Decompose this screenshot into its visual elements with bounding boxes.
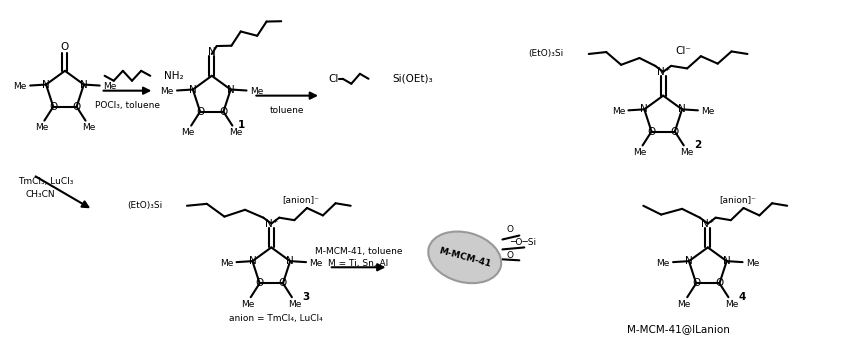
Text: O: O (507, 225, 514, 234)
Text: O: O (692, 278, 700, 288)
Text: Me: Me (103, 82, 116, 91)
Text: toluene: toluene (270, 106, 305, 115)
Text: O: O (671, 126, 679, 137)
Text: N⁺: N⁺ (656, 67, 670, 77)
Text: Me: Me (228, 128, 242, 137)
Text: Me: Me (612, 107, 625, 116)
Text: N: N (189, 85, 197, 94)
Text: M: M (22, 87, 23, 88)
Text: N: N (248, 256, 256, 266)
Text: O: O (507, 251, 514, 260)
Text: [anion]⁻: [anion]⁻ (283, 195, 319, 204)
Text: N: N (227, 85, 234, 94)
Text: O: O (715, 278, 724, 288)
Text: Me: Me (82, 123, 95, 132)
Text: O: O (648, 126, 655, 137)
Text: (EtO)₃Si: (EtO)₃Si (529, 49, 564, 59)
Text: 1: 1 (238, 120, 245, 131)
Text: Me: Me (14, 82, 27, 91)
Text: ─O─Si: ─O─Si (510, 238, 536, 247)
Text: Me: Me (656, 259, 670, 267)
Text: anion = TmCl₄, LuCl₄: anion = TmCl₄, LuCl₄ (229, 314, 323, 323)
Text: TmCl₃, LuCl₃: TmCl₃, LuCl₃ (18, 178, 74, 186)
Text: N: N (43, 80, 50, 90)
Text: O: O (255, 278, 264, 288)
Text: Me: Me (250, 87, 263, 96)
Text: N: N (641, 104, 648, 114)
Text: Me: Me (241, 300, 254, 309)
Text: M-MCM-41@ILanion: M-MCM-41@ILanion (627, 324, 729, 334)
Text: N: N (286, 256, 294, 266)
Text: Me: Me (746, 259, 760, 267)
Text: N: N (80, 80, 88, 90)
Ellipse shape (428, 232, 501, 283)
Text: CH₃CN: CH₃CN (25, 190, 55, 199)
Text: O: O (61, 42, 69, 52)
Text: Me: Me (725, 300, 738, 309)
Text: O: O (49, 102, 57, 112)
Text: 3: 3 (302, 292, 310, 302)
Text: M-MCM-41, toluene: M-MCM-41, toluene (315, 247, 403, 256)
Text: M = Ti, Sn, Al: M = Ti, Sn, Al (328, 259, 389, 268)
Text: POCl₃, toluene: POCl₃, toluene (95, 101, 160, 110)
Text: Me: Me (309, 259, 323, 267)
Text: O: O (279, 278, 287, 288)
Text: 2: 2 (694, 140, 701, 150)
Text: N: N (723, 256, 731, 266)
Text: N: N (685, 256, 693, 266)
Text: Cl: Cl (329, 74, 339, 84)
Text: M-MCM-41: M-MCM-41 (437, 246, 492, 269)
Text: Me: Me (35, 123, 48, 132)
Text: Me: Me (633, 148, 647, 157)
Text: Me: Me (161, 87, 174, 96)
Text: N: N (208, 47, 215, 57)
Text: O: O (220, 107, 227, 117)
Text: (EtO)₃Si: (EtO)₃Si (127, 201, 162, 210)
Text: Me: Me (701, 107, 714, 116)
Text: Me: Me (220, 259, 233, 267)
Text: Me: Me (680, 148, 694, 157)
Text: N: N (678, 104, 686, 114)
Text: Me: Me (181, 128, 195, 137)
Text: Cl⁻: Cl⁻ (675, 46, 691, 56)
Text: Si(OEt)₃: Si(OEt)₃ (392, 74, 433, 84)
Text: Me: Me (288, 300, 301, 309)
Text: N⁺: N⁺ (265, 219, 278, 229)
Text: N⁺: N⁺ (701, 219, 714, 229)
Text: Me: Me (678, 300, 691, 309)
Text: 4: 4 (739, 292, 746, 302)
Text: O: O (73, 102, 81, 112)
Text: NH₂: NH₂ (164, 71, 184, 81)
Text: O: O (196, 107, 204, 117)
Text: [anion]⁻: [anion]⁻ (720, 195, 756, 204)
